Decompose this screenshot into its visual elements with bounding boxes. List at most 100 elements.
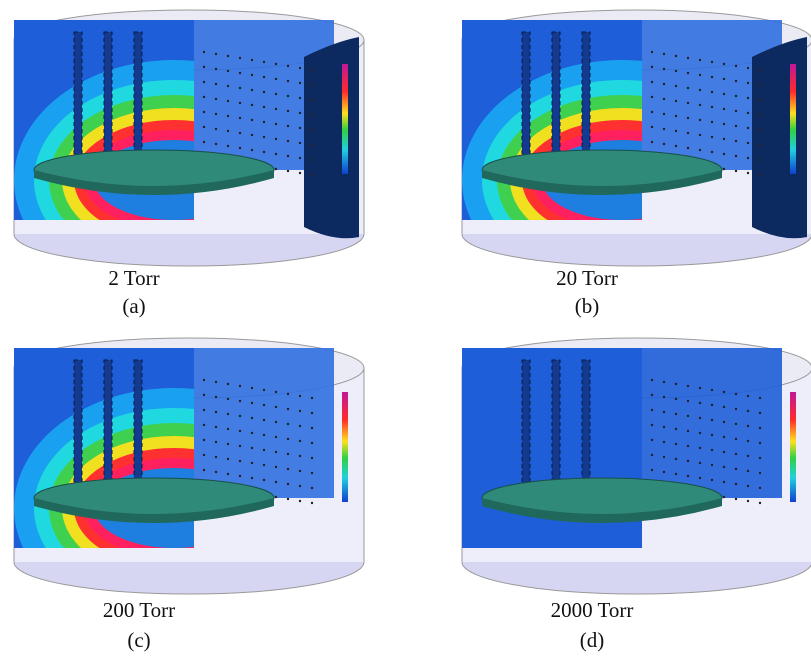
flow-vector (711, 61, 713, 63)
flow-vector (263, 121, 265, 123)
flow-vector (287, 65, 289, 67)
flow-vector (311, 472, 313, 474)
flow-vector (287, 95, 289, 97)
flow-vector (203, 379, 205, 381)
flow-vector (215, 98, 217, 100)
flow-vector (723, 78, 725, 80)
flow-vector (275, 451, 277, 453)
flow-vector (759, 114, 761, 116)
outer-wall (304, 37, 359, 238)
flow-vector (227, 473, 229, 475)
flow-vector (251, 89, 253, 91)
flow-vector (287, 438, 289, 440)
flow-vector (687, 117, 689, 119)
flow-vector (663, 98, 665, 100)
flow-vector (675, 398, 677, 400)
flow-vector (759, 442, 761, 444)
flow-vector (711, 404, 713, 406)
pressure-caption: 20 Torr (487, 266, 687, 291)
flow-vector (215, 128, 217, 130)
flow-vector (699, 104, 701, 106)
flow-vector (699, 119, 701, 121)
flow-vector (275, 391, 277, 393)
flow-vector (735, 125, 737, 127)
flow-vector (735, 468, 737, 470)
flow-vector (251, 462, 253, 464)
colorbar (790, 392, 796, 502)
flow-vector (663, 426, 665, 428)
flow-vector (651, 81, 653, 83)
flow-vector (723, 406, 725, 408)
flow-vector (651, 126, 653, 128)
flow-vector (699, 387, 701, 389)
flow-vector (651, 394, 653, 396)
flow-vector (747, 410, 749, 412)
flow-vector (651, 439, 653, 441)
flow-vector (687, 132, 689, 134)
flow-vector (203, 394, 205, 396)
flow-vector (227, 428, 229, 430)
flow-vector (675, 130, 677, 132)
flow-vector (711, 136, 713, 138)
flow-vector (263, 419, 265, 421)
flow-vector (711, 434, 713, 436)
flow-vector (735, 140, 737, 142)
flow-vector (215, 456, 217, 458)
flow-vector (251, 432, 253, 434)
flow-vector (747, 425, 749, 427)
flow-vector (759, 427, 761, 429)
flow-vector (723, 391, 725, 393)
electrode (552, 32, 560, 162)
flow-vector (299, 425, 301, 427)
flow-vector (723, 481, 725, 483)
simulation-image (452, 2, 811, 270)
flow-vector (711, 106, 713, 108)
flow-vector (287, 498, 289, 500)
flow-vector (275, 78, 277, 80)
flow-vector (759, 472, 761, 474)
flow-vector (675, 145, 677, 147)
flow-vector (747, 67, 749, 69)
flow-vector (723, 421, 725, 423)
flow-vector (287, 80, 289, 82)
flow-vector (263, 434, 265, 436)
flow-vector (215, 411, 217, 413)
flow-vector (239, 132, 241, 134)
flow-vector (299, 395, 301, 397)
flow-vector (203, 51, 205, 53)
flow-vector (275, 153, 277, 155)
flow-vector (215, 143, 217, 145)
flow-vector (675, 473, 677, 475)
flow-vector (287, 483, 289, 485)
flow-vector (263, 91, 265, 93)
flow-vector (747, 455, 749, 457)
side-wall (642, 348, 782, 498)
flow-vector (711, 479, 713, 481)
flow-vector (227, 55, 229, 57)
flow-vector (263, 404, 265, 406)
flow-vector (663, 456, 665, 458)
flow-vector (711, 121, 713, 123)
flow-vector (239, 460, 241, 462)
flow-vector (651, 111, 653, 113)
flow-vector (651, 51, 653, 53)
flow-vector (203, 424, 205, 426)
flow-vector (299, 440, 301, 442)
flow-vector (759, 397, 761, 399)
electrode (134, 32, 142, 162)
flow-vector (275, 138, 277, 140)
flow-vector (203, 66, 205, 68)
flow-vector (663, 441, 665, 443)
flow-vector (239, 475, 241, 477)
flow-vector (687, 102, 689, 104)
flow-vector (311, 99, 313, 101)
panel: 20 Torr (b) (452, 2, 811, 330)
flow-vector (699, 59, 701, 61)
flow-vector (687, 430, 689, 432)
flow-vector (663, 411, 665, 413)
flow-vector (215, 381, 217, 383)
flow-vector (735, 110, 737, 112)
flow-vector (723, 153, 725, 155)
flow-vector (687, 475, 689, 477)
flow-vector (723, 108, 725, 110)
